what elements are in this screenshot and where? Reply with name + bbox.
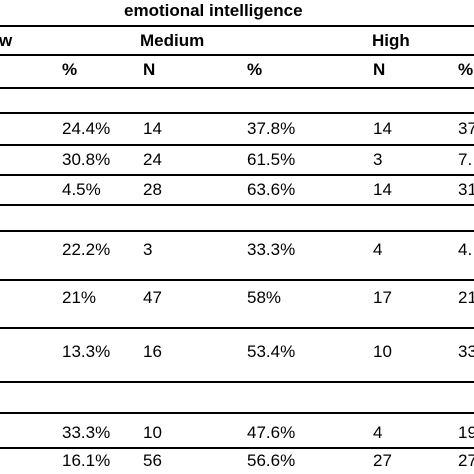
medium-n-cell: 24 (143, 150, 162, 169)
medium-n-cell: 28 (143, 180, 162, 199)
row-rule (0, 112, 474, 114)
high-pct-cell: 37 (458, 119, 474, 138)
row-rule (0, 279, 474, 281)
group-low-header: w (0, 31, 13, 50)
header-rule (0, 87, 474, 89)
group-rule (0, 54, 474, 56)
low-pct-cell: 30.8% (62, 150, 111, 169)
low-pct-cell: 16.1% (62, 451, 111, 470)
high-pct-cell: 19 (458, 423, 474, 442)
high-pct-header: % (458, 60, 474, 79)
high-n-cell: 4 (373, 240, 383, 259)
row-rule (0, 447, 474, 449)
low-pct-cell: 22.2% (62, 240, 111, 259)
medium-pct-cell: 56.6% (247, 451, 296, 470)
medium-n-cell: 56 (143, 451, 162, 470)
high-pct-cell: 31 (458, 180, 474, 199)
high-pct-cell: 27 (458, 451, 474, 470)
high-n-header: N (373, 60, 386, 79)
medium-n-cell: 47 (143, 288, 162, 307)
row-rule (0, 204, 474, 206)
medium-pct-cell: 33.3% (247, 240, 296, 259)
low-pct-cell: 33.3% (62, 423, 111, 442)
high-pct-cell: 21 (458, 288, 474, 307)
medium-pct-cell: 58% (247, 288, 282, 307)
high-n-cell: 14 (373, 180, 392, 199)
high-n-cell: 10 (373, 342, 392, 361)
medium-pct-cell: 47.6% (247, 423, 296, 442)
high-pct-cell: 33 (458, 342, 474, 361)
title-rule (0, 25, 474, 27)
row-rule (0, 144, 474, 146)
group-high-header: High (372, 31, 410, 50)
high-n-cell: 4 (373, 423, 383, 442)
high-n-cell: 14 (373, 119, 392, 138)
low-pct-cell: 21% (62, 288, 97, 307)
medium-pct-header: % (247, 60, 263, 79)
medium-n-header: N (143, 60, 156, 79)
group-medium-header: Medium (140, 31, 205, 50)
high-n-cell: 27 (373, 451, 392, 470)
medium-n-cell: 10 (143, 423, 162, 442)
row-rule (0, 327, 474, 329)
medium-n-cell: 3 (143, 240, 153, 259)
high-pct-cell: 7. (458, 150, 473, 169)
medium-n-cell: 14 (143, 119, 162, 138)
low-pct-cell: 24.4% (62, 119, 111, 138)
table-title: emotional intelligence (124, 1, 303, 20)
low-pct-cell: 13.3% (62, 342, 111, 361)
row-rule (0, 412, 474, 414)
high-n-cell: 17 (373, 288, 392, 307)
medium-pct-cell: 61.5% (247, 150, 296, 169)
medium-pct-cell: 53.4% (247, 342, 296, 361)
low-pct-cell: 4.5% (62, 180, 101, 199)
medium-n-cell: 16 (143, 342, 162, 361)
row-rule (0, 174, 474, 176)
row-rule (0, 230, 474, 232)
medium-pct-cell: 63.6% (247, 180, 296, 199)
low-pct-header: % (62, 60, 78, 79)
high-n-cell: 3 (373, 150, 383, 169)
medium-pct-cell: 37.8% (247, 119, 296, 138)
row-rule (0, 381, 474, 383)
high-pct-cell: 4. (458, 240, 473, 259)
